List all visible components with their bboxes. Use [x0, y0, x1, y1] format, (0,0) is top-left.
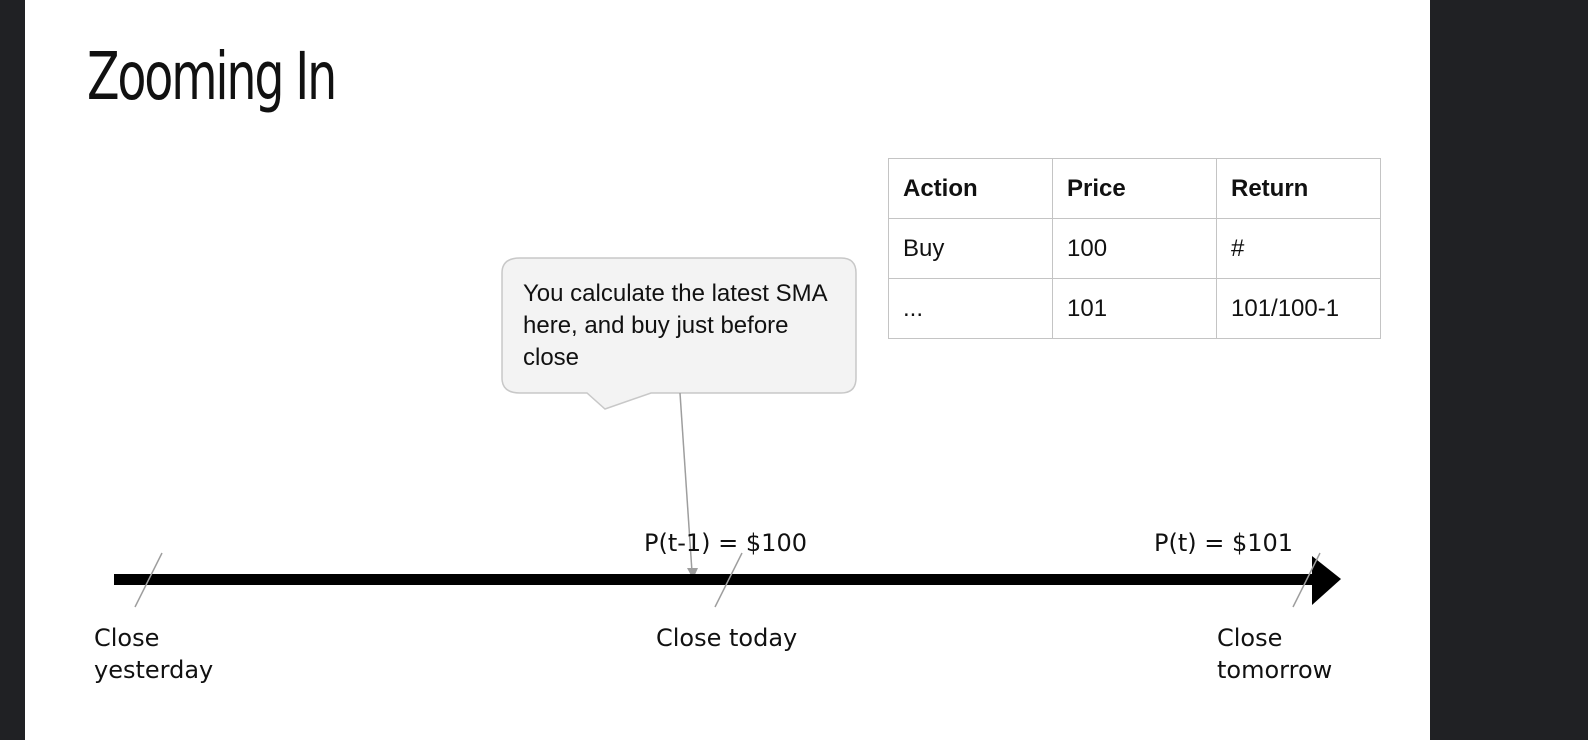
tick-close-today — [714, 552, 743, 608]
table-row: Buy 100 # — [888, 218, 1381, 279]
close-tomorrow-label: Close tomorrow — [1217, 622, 1332, 686]
close-tomorrow-line1: Close — [1217, 624, 1283, 652]
table-cell-price: 100 — [1052, 218, 1217, 279]
slide: Zooming In Action Price Return Buy 100 #… — [25, 0, 1430, 740]
callout-pointer-line — [679, 392, 693, 573]
table-cell-return: 101/100-1 — [1216, 278, 1381, 339]
table-cell-price: 101 — [1052, 278, 1217, 339]
callout-bubble — [501, 257, 857, 410]
callout-pointer-arrowhead — [687, 568, 698, 579]
table-cell-action: Buy — [888, 218, 1053, 279]
table-header-return: Return — [1216, 158, 1381, 219]
table-cell-action: ... — [888, 278, 1053, 339]
timeline-arrowhead — [1312, 556, 1341, 605]
close-today-label: Close today — [656, 624, 798, 652]
callout-text: You calculate the latest SMA here, and b… — [523, 280, 827, 371]
close-yesterday-label: Close yesterday — [94, 622, 213, 686]
table-header-action: Action — [888, 158, 1053, 219]
diagram-graphics — [114, 257, 1341, 608]
close-tomorrow-line2: tomorrow — [1217, 656, 1333, 684]
table-row: ... 101 101/100-1 — [888, 278, 1381, 339]
tick-close-tomorrow — [1292, 552, 1321, 608]
timeline-line — [114, 574, 1314, 585]
slide-title: Zooming In — [87, 38, 337, 115]
close-yesterday-line2: yesterday — [94, 656, 214, 684]
price-today-label: P(t-1) = $100 — [644, 529, 807, 557]
trade-table: Action Price Return Buy 100 # ... 101 10… — [888, 158, 1381, 339]
price-tomorrow-label: P(t) = $101 — [1154, 529, 1294, 557]
table-cell-return: # — [1216, 218, 1381, 279]
close-yesterday-line1: Close — [94, 624, 160, 652]
tick-close-yesterday — [134, 552, 163, 608]
